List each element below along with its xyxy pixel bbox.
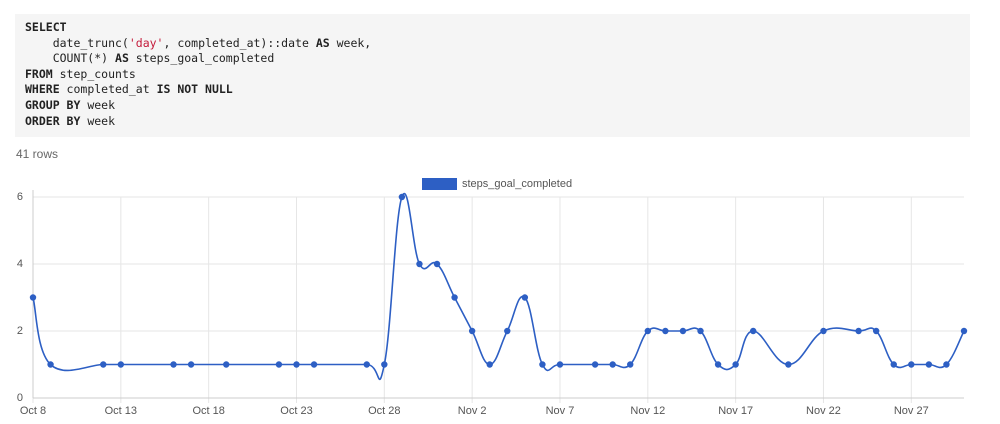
code-line: WHERE completed_at IS NOT NULL	[25, 82, 960, 98]
point	[29, 294, 37, 301]
code-token: AS	[115, 51, 129, 66]
code-token: ORDER BY	[25, 113, 81, 128]
point	[556, 361, 564, 368]
point	[363, 361, 370, 368]
x-tick-label: Nov 27	[894, 405, 929, 417]
code-line: GROUP BY week	[25, 98, 960, 114]
code-line: date_trunc('day', completed_at)::date AS…	[25, 36, 960, 52]
point	[539, 361, 546, 368]
x-tick-label: Oct 8	[20, 405, 46, 417]
point	[679, 327, 687, 335]
code-token: IS NOT NULL	[156, 82, 233, 97]
point	[925, 361, 933, 368]
code-line: COUNT(*) AS steps_goal_completed	[25, 51, 960, 67]
point	[820, 327, 827, 335]
point	[714, 361, 722, 368]
row-count: 41 rows	[16, 147, 59, 161]
code-token: AS	[315, 35, 330, 50]
chart: 0 2 4 6 Oct 8 Oct 13 Oct 18 Oct 23 Oct 28 Nov 2 No…	[17, 178, 968, 417]
legend-label: steps_goal_completed	[462, 178, 572, 190]
point	[960, 327, 968, 335]
code-token: WHERE	[25, 82, 60, 97]
point	[381, 361, 388, 368]
sql-query: SELECT date_trunc('day', completed_at)::…	[15, 14, 970, 137]
code-token: , completed_at)::date	[163, 35, 316, 50]
point	[662, 327, 669, 335]
point	[890, 361, 897, 368]
y-tick-label: 6	[17, 191, 23, 203]
point	[697, 327, 704, 335]
code-token: completed_at	[59, 82, 157, 97]
code-token: week,	[329, 35, 372, 50]
point	[609, 361, 616, 368]
point	[943, 361, 950, 368]
code-line: ORDER BY week	[25, 114, 960, 130]
code-token: date_trunc(	[25, 35, 129, 50]
x-tick-label: Nov 2	[458, 405, 487, 417]
point	[644, 327, 652, 335]
x-tick-label: Nov 22	[806, 405, 841, 417]
point	[451, 294, 458, 301]
point	[310, 361, 318, 368]
point	[187, 361, 195, 368]
code-token: SELECT	[25, 20, 67, 34]
code-token: COUNT(*)	[25, 51, 116, 66]
code-token: 'day'	[128, 35, 164, 50]
code-token: week	[80, 113, 116, 128]
x-tick-label: Oct 28	[368, 405, 400, 417]
code-token: FROM	[25, 66, 53, 81]
point	[591, 361, 599, 368]
legend-swatch	[422, 178, 457, 190]
point	[504, 327, 511, 335]
point	[908, 361, 915, 368]
point	[117, 361, 125, 368]
point	[872, 327, 880, 335]
y-tick-label: 0	[17, 392, 23, 404]
point	[750, 327, 757, 335]
point	[468, 327, 476, 335]
x-tick-label: Oct 18	[192, 405, 224, 417]
code-token: GROUP BY	[25, 97, 81, 112]
point	[486, 361, 493, 368]
code-token: week	[80, 97, 116, 112]
point	[785, 361, 792, 368]
point	[433, 260, 441, 268]
x-tick-label: Oct 23	[280, 405, 312, 417]
x-tick-label: Nov 7	[546, 405, 575, 417]
point	[521, 294, 529, 301]
point	[855, 327, 862, 335]
point	[732, 361, 739, 368]
point	[223, 361, 230, 368]
point	[293, 361, 300, 368]
code-line: SELECT	[25, 20, 960, 36]
point	[170, 361, 177, 368]
y-tick-label: 4	[17, 258, 23, 270]
point	[100, 361, 107, 368]
code-token: step_counts	[52, 66, 136, 81]
point	[47, 361, 54, 368]
code-line: FROM step_counts	[25, 67, 960, 83]
code-token: steps_goal_completed	[128, 51, 275, 66]
point	[627, 361, 634, 368]
line	[32, 192, 965, 381]
point	[416, 260, 423, 268]
y-tick-label: 2	[17, 325, 23, 337]
x-tick-label: Nov 17	[718, 405, 753, 417]
x-tick-label: Oct 13	[105, 405, 137, 417]
point	[398, 193, 406, 201]
x-tick-label: Nov 12	[630, 405, 665, 417]
point	[275, 361, 283, 368]
